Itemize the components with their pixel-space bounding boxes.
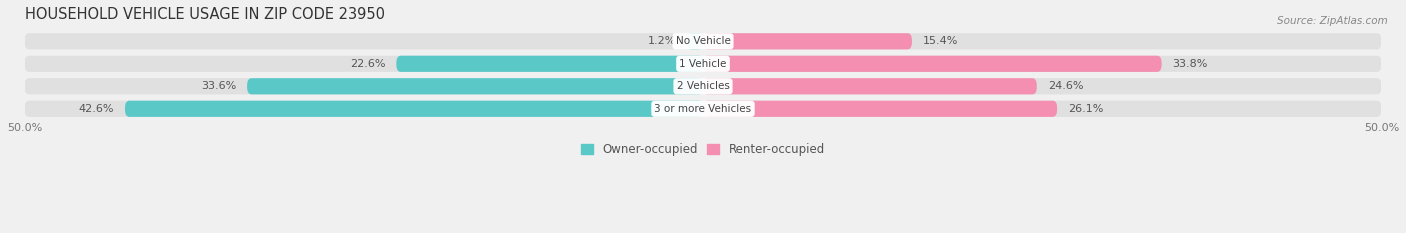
Text: 15.4%: 15.4%: [922, 36, 957, 46]
FancyBboxPatch shape: [703, 33, 912, 49]
FancyBboxPatch shape: [396, 56, 703, 72]
FancyBboxPatch shape: [24, 78, 1382, 94]
Text: HOUSEHOLD VEHICLE USAGE IN ZIP CODE 23950: HOUSEHOLD VEHICLE USAGE IN ZIP CODE 2395…: [24, 7, 385, 22]
Text: 26.1%: 26.1%: [1069, 104, 1104, 114]
Text: 22.6%: 22.6%: [350, 59, 385, 69]
Text: 24.6%: 24.6%: [1047, 81, 1083, 91]
Text: 3 or more Vehicles: 3 or more Vehicles: [654, 104, 752, 114]
FancyBboxPatch shape: [703, 56, 1161, 72]
Text: No Vehicle: No Vehicle: [675, 36, 731, 46]
FancyBboxPatch shape: [703, 78, 1036, 94]
Text: 33.6%: 33.6%: [201, 81, 236, 91]
FancyBboxPatch shape: [247, 78, 703, 94]
FancyBboxPatch shape: [125, 101, 703, 117]
Text: 2 Vehicles: 2 Vehicles: [676, 81, 730, 91]
Legend: Owner-occupied, Renter-occupied: Owner-occupied, Renter-occupied: [576, 138, 830, 161]
Text: 33.8%: 33.8%: [1173, 59, 1208, 69]
FancyBboxPatch shape: [703, 101, 1057, 117]
Text: 42.6%: 42.6%: [79, 104, 114, 114]
Text: 1 Vehicle: 1 Vehicle: [679, 59, 727, 69]
Text: 1.2%: 1.2%: [648, 36, 676, 46]
Text: Source: ZipAtlas.com: Source: ZipAtlas.com: [1277, 16, 1388, 26]
FancyBboxPatch shape: [24, 56, 1382, 72]
FancyBboxPatch shape: [686, 33, 703, 49]
FancyBboxPatch shape: [24, 101, 1382, 117]
FancyBboxPatch shape: [24, 33, 1382, 49]
